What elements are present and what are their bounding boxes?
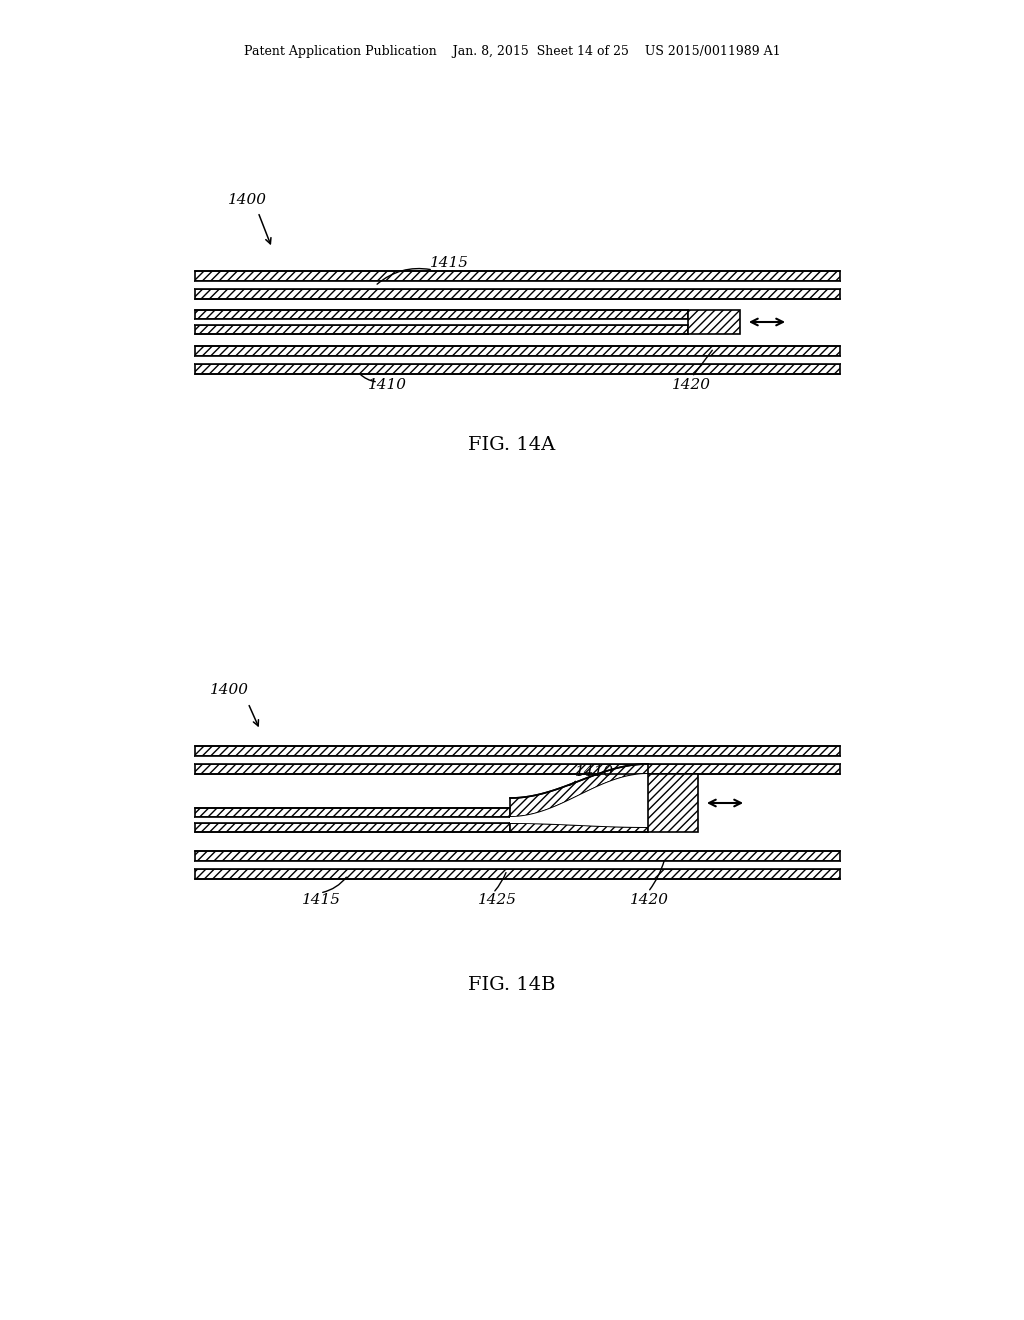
Text: 1420: 1420: [672, 378, 711, 392]
Bar: [195, 861, 840, 869]
Polygon shape: [510, 764, 648, 817]
Bar: [195, 310, 688, 319]
Bar: [195, 817, 510, 822]
Text: 1410: 1410: [575, 766, 614, 779]
Bar: [195, 289, 840, 300]
Bar: [195, 356, 840, 364]
Bar: [195, 346, 840, 356]
Bar: [195, 364, 840, 374]
Bar: [648, 774, 698, 832]
Bar: [195, 319, 688, 325]
Text: 1420: 1420: [630, 894, 669, 907]
Bar: [195, 822, 510, 832]
Bar: [195, 746, 840, 756]
Bar: [195, 808, 510, 817]
Text: 1415: 1415: [302, 894, 341, 907]
Bar: [195, 851, 840, 861]
Bar: [688, 310, 740, 334]
Bar: [195, 271, 840, 281]
Text: 1400: 1400: [228, 193, 267, 207]
Polygon shape: [510, 774, 648, 828]
Text: 1400: 1400: [210, 682, 249, 697]
Text: 1425: 1425: [478, 894, 517, 907]
Bar: [195, 764, 840, 774]
Bar: [195, 325, 688, 334]
Bar: [195, 756, 840, 764]
Bar: [195, 869, 840, 879]
Text: 1410: 1410: [368, 378, 407, 392]
Polygon shape: [510, 822, 648, 832]
Text: FIG. 14A: FIG. 14A: [468, 436, 556, 454]
Text: 1415: 1415: [430, 256, 469, 271]
Text: FIG. 14B: FIG. 14B: [468, 975, 556, 994]
Text: Patent Application Publication    Jan. 8, 2015  Sheet 14 of 25    US 2015/001198: Patent Application Publication Jan. 8, 2…: [244, 45, 780, 58]
Bar: [195, 281, 840, 289]
